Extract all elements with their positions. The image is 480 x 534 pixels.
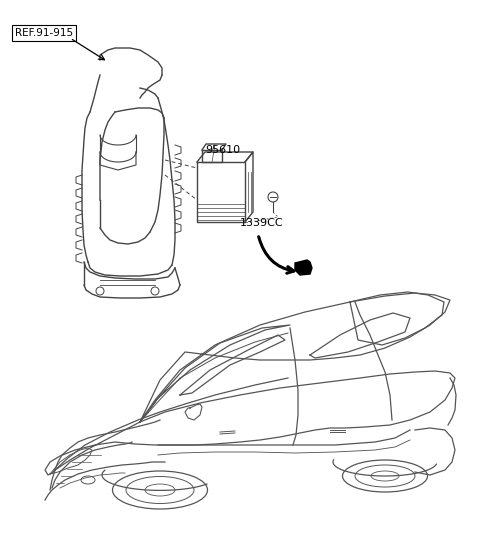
Text: 95610: 95610: [205, 145, 240, 155]
Text: REF.91-915: REF.91-915: [15, 28, 73, 38]
Text: 1339CC: 1339CC: [240, 218, 284, 228]
Polygon shape: [295, 260, 312, 275]
